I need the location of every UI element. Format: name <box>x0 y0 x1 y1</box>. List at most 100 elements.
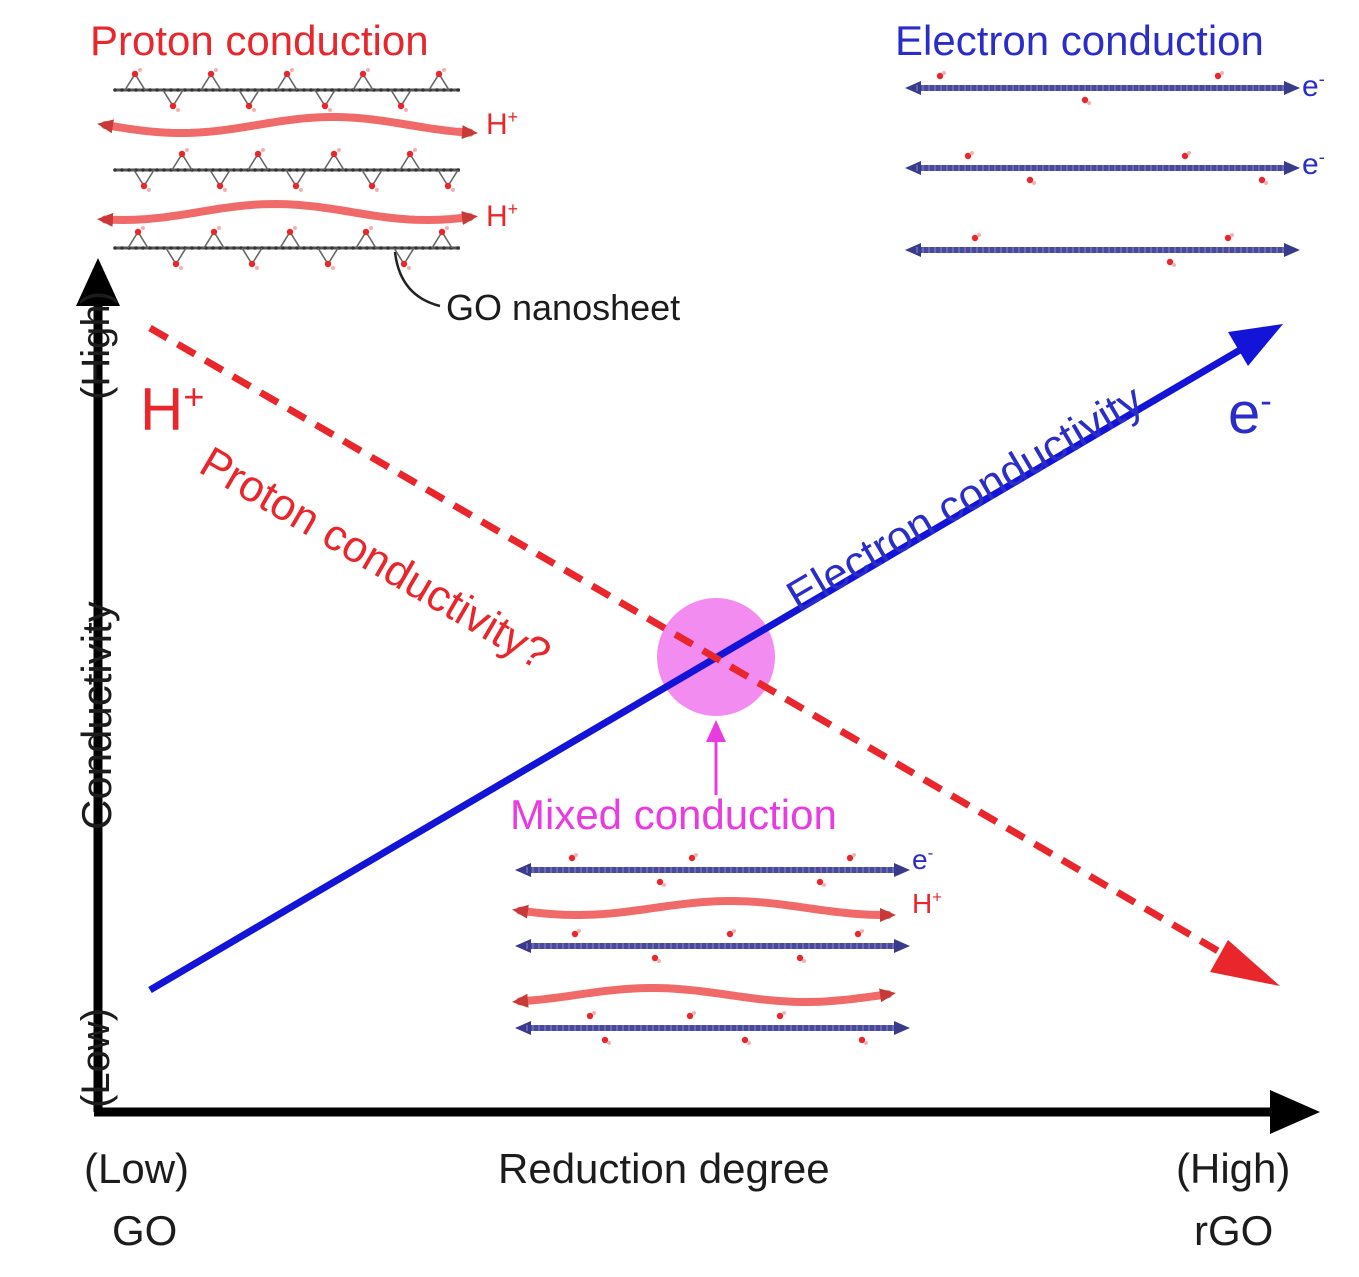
go-sheet-atom <box>393 168 397 172</box>
hydrogen-atom <box>692 1011 696 1015</box>
x-axis-title: Reduction degree <box>498 1145 830 1192</box>
oxygen-atom <box>216 182 224 190</box>
go-sheet-atom <box>197 88 201 92</box>
oxygen-atom <box>858 1036 866 1044</box>
oxygen-atom <box>571 930 579 938</box>
oxygen-atom <box>568 854 576 862</box>
go-sheet-atom <box>456 88 460 92</box>
proton-wave <box>512 897 896 922</box>
hydrogen-atom <box>977 233 981 237</box>
go-sheet-atom <box>428 246 432 250</box>
oxygen-atom <box>1166 258 1174 266</box>
oxygen-atom <box>397 102 405 110</box>
hydrogen-atom <box>138 68 142 72</box>
proton-line-symbol: H+ <box>140 376 205 443</box>
go-sheet-atom <box>288 168 292 172</box>
mixed-conduction-label: Mixed conduction <box>510 791 837 838</box>
go-sheet-atom <box>281 246 285 250</box>
hydrogen-atom <box>185 148 189 152</box>
go-sheet-atom <box>365 246 369 250</box>
go-sheet-atom <box>442 168 446 172</box>
go-nanosheet-label: GO nanosheet <box>446 287 681 328</box>
proton-wave <box>97 113 478 140</box>
go-sheet-atom <box>323 246 327 250</box>
oxygen-atom <box>444 182 452 190</box>
oxygen-atom <box>688 854 696 862</box>
electron-line-symbol: e- <box>1228 381 1272 446</box>
oxygen-atom <box>1214 72 1222 80</box>
go-sheet-atom <box>344 168 348 172</box>
proton-ion-label-mixed: H+ <box>912 887 943 919</box>
hydrogen-atom <box>1187 151 1191 155</box>
oxygen-atom <box>368 182 376 190</box>
hydrogen-atom <box>1172 263 1176 267</box>
hydrogen-atom <box>413 148 417 152</box>
hydrogen-atom <box>299 188 303 192</box>
go-sheet-atom <box>169 246 173 250</box>
oxygen-atom <box>776 1012 784 1020</box>
go-sheet-atom <box>302 246 306 250</box>
go-sheet-atom <box>393 88 397 92</box>
go-sheet-atom <box>218 246 222 250</box>
oxygen-atom <box>178 150 186 158</box>
proton-ion-label-2: H+ <box>486 199 519 233</box>
go-sheet-atom <box>225 246 229 250</box>
x-axis-high-material: rGO <box>1194 1207 1274 1254</box>
oxygen-atom <box>796 954 804 962</box>
go-sheet-atom <box>204 168 208 172</box>
hydrogen-atom <box>657 959 661 963</box>
hydrogen-atom <box>1230 233 1234 237</box>
hydrogen-atom <box>442 68 446 72</box>
go-sheet-atom <box>330 168 334 172</box>
oxygen-atom <box>321 102 329 110</box>
go-sheet-atom <box>113 168 117 172</box>
go-sheet-atom <box>442 88 446 92</box>
go-sheet-atom <box>232 246 236 250</box>
hydrogen-atom <box>375 188 379 192</box>
hydrogen-atom <box>369 226 373 230</box>
go-sheet-atom <box>351 246 355 250</box>
proton-ion-label-1: H+ <box>486 107 519 141</box>
hydrogen-atom <box>1220 71 1224 75</box>
hydrogen-atom <box>732 929 736 933</box>
oxygen-atom <box>324 260 332 268</box>
go-sheet-atom <box>260 88 264 92</box>
go-sheet-atom <box>421 168 425 172</box>
hydrogen-atom <box>1264 181 1268 185</box>
go-sheet-atom <box>267 88 271 92</box>
go-sheet-atom <box>442 246 446 250</box>
electron-label-mixed: e- <box>912 843 934 875</box>
go-sheet-atom <box>239 168 243 172</box>
go-sheet-atom <box>218 168 222 172</box>
go-sheet-atom <box>435 88 439 92</box>
go-sheet-atom <box>295 168 299 172</box>
go-sheet-atom <box>372 168 376 172</box>
go-sheet-atom <box>155 168 159 172</box>
oxygen-atom <box>292 182 300 190</box>
hydrogen-atom <box>337 148 341 152</box>
go-sheet-atom <box>232 88 236 92</box>
go-sheet-atom <box>344 246 348 250</box>
hydrogen-atom <box>141 226 145 230</box>
oxygen-atom <box>248 260 256 268</box>
oxygen-atom <box>172 260 180 268</box>
hydrogen-atom <box>328 108 332 112</box>
go-sheet-atom <box>316 88 320 92</box>
go-sheet-atom <box>421 246 425 250</box>
oxygen-atom <box>936 72 944 80</box>
oxygen-atom <box>1081 96 1089 104</box>
go-sheet-atom <box>246 88 250 92</box>
go-sheet-atom <box>414 168 418 172</box>
oxygen-atom <box>210 228 218 236</box>
oxygen-atom <box>254 150 262 158</box>
go-sheet-atom <box>148 88 152 92</box>
oxygen-atom <box>656 878 664 886</box>
hydrogen-atom <box>852 853 856 857</box>
oxygen-atom <box>1026 176 1034 184</box>
go-sheet-atom <box>197 168 201 172</box>
hydrogen-atom <box>694 853 698 857</box>
go-sheet-atom <box>211 168 215 172</box>
proton-conductivity-line <box>148 324 1280 986</box>
oxygen-atom <box>406 150 414 158</box>
